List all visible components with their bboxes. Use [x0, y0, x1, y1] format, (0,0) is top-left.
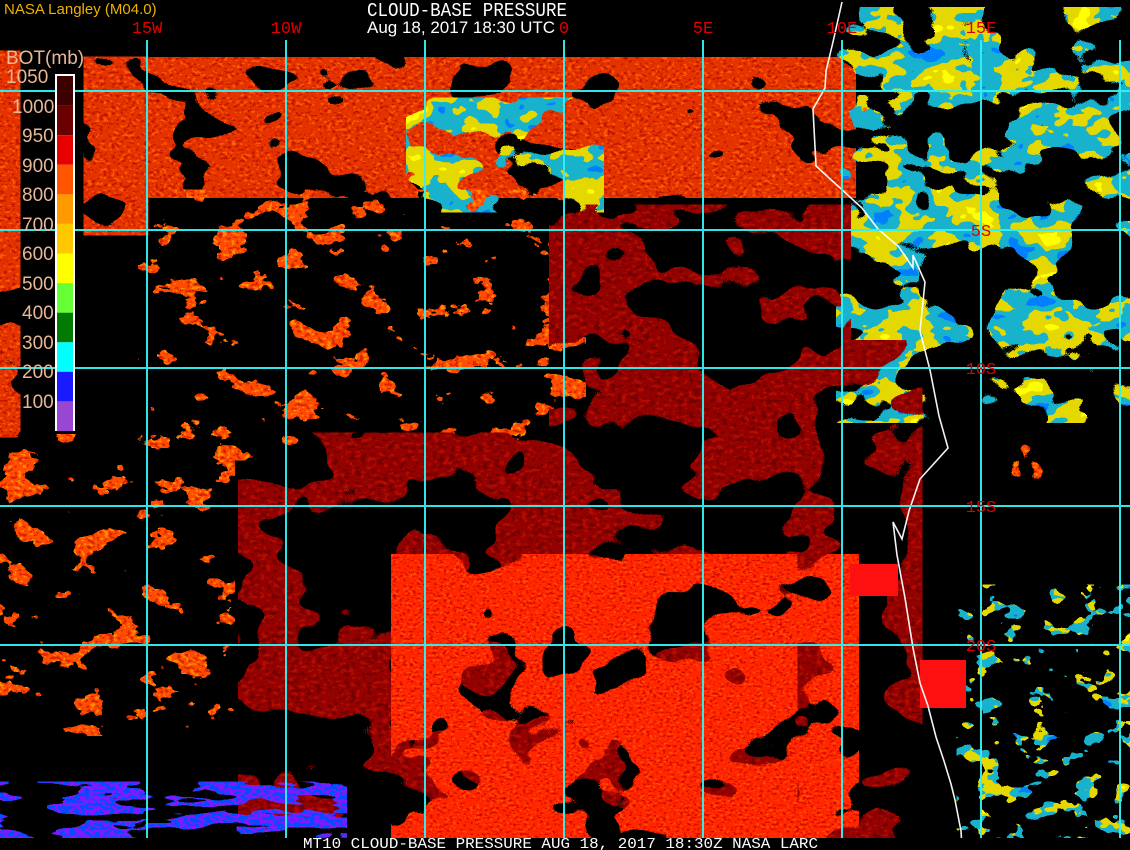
svg-text:15W: 15W [132, 20, 163, 39]
svg-text:5S: 5S [971, 223, 991, 242]
svg-text:700: 700 [22, 215, 54, 236]
svg-text:0: 0 [559, 20, 569, 39]
svg-text:Aug 18, 2017 18:30 UTC: Aug 18, 2017 18:30 UTC [367, 18, 555, 37]
svg-text:15S: 15S [966, 499, 997, 518]
svg-text:NASA Langley (M04.0): NASA Langley (M04.0) [4, 1, 157, 18]
svg-text:200: 200 [22, 362, 54, 383]
svg-text:300: 300 [22, 333, 54, 354]
svg-text:100: 100 [22, 392, 54, 413]
svg-text:800: 800 [22, 185, 54, 206]
svg-text:600: 600 [22, 244, 54, 265]
svg-text:10W: 10W [271, 20, 302, 39]
svg-text:20S: 20S [966, 638, 997, 657]
svg-text:400: 400 [22, 303, 54, 324]
svg-text:10S: 10S [966, 361, 997, 380]
svg-text:500: 500 [22, 274, 54, 295]
svg-text:1000: 1000 [12, 97, 54, 118]
svg-text:900: 900 [22, 156, 54, 177]
svg-text:MT10 CLOUD-BASE PRESSURE AU: MT10 CLOUD-BASE PRESSURE AUG 18, 2017 18… [303, 836, 818, 850]
svg-text:5E: 5E [693, 20, 713, 39]
svg-text:BOT(mb): BOT(mb) [6, 48, 84, 69]
svg-text:10E: 10E [827, 20, 858, 39]
svg-text:1050: 1050 [6, 67, 48, 88]
svg-text:950: 950 [22, 126, 54, 147]
svg-text:15E: 15E [966, 20, 997, 39]
